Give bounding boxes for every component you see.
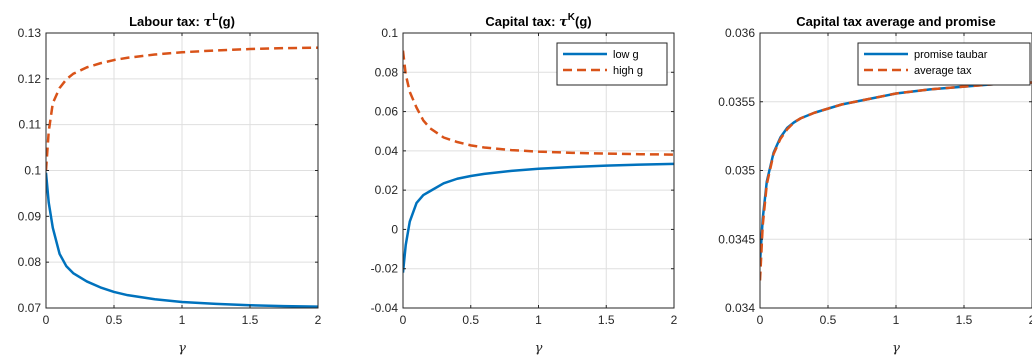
x-tick-label: 2 xyxy=(315,313,322,327)
y-tick-label: 0.035 xyxy=(725,164,755,178)
legend: promise taubar average tax xyxy=(857,42,1031,86)
x-tick-label: 2 xyxy=(1029,313,1032,327)
series-line-high-g xyxy=(46,46,318,171)
x-tick-label: 1 xyxy=(179,313,186,327)
legend: low g high g xyxy=(556,42,668,86)
y-tick-label: 0.1 xyxy=(24,164,41,178)
y-tick-label: 0.036 xyxy=(725,26,755,40)
x-axis-label: γ xyxy=(535,341,543,356)
y-tick-label: 0.1 xyxy=(381,26,398,40)
y-tick-label: 0.13 xyxy=(18,26,42,40)
y-tick-label: 0.11 xyxy=(19,118,42,132)
y-tick-label: 0.12 xyxy=(18,72,42,86)
y-tick-label: 0.09 xyxy=(18,209,42,223)
chart-title: Labour tax: τL(g) xyxy=(129,12,235,30)
chart-title: Capital tax: τK(g) xyxy=(485,12,591,30)
chart-panel-3: 0 0.5 1 1.5 2 0.034 0.0345 0.035 0.0355 0.036 γ Cap… xyxy=(718,14,1032,356)
x-tick-label: 2 xyxy=(671,313,678,327)
y-tick-label: 0.08 xyxy=(18,255,42,269)
y-tick-label: 0.0355 xyxy=(718,95,755,109)
y-tick-label: 0.02 xyxy=(375,183,399,197)
y-tick-label: 0 xyxy=(391,222,398,236)
series-line-high-g xyxy=(403,50,674,156)
x-tick-label: 1.5 xyxy=(956,313,973,327)
chart-panel-1: 0 0.5 1 1.5 2 0.07 0.08 0.09 0.1 0.11 0.12 0.13 γ Lab… xyxy=(18,12,322,356)
y-tick-label: -0.02 xyxy=(371,262,399,276)
x-tick-label: 1.5 xyxy=(242,313,259,327)
y-tick-label: -0.04 xyxy=(371,301,399,315)
y-tick-label: 0.0345 xyxy=(718,232,755,246)
x-tick-label: 0 xyxy=(757,313,764,327)
y-tick-label: 0.06 xyxy=(375,105,399,119)
legend-label: high g xyxy=(613,65,643,77)
chart-title: Capital tax average and promise xyxy=(796,14,995,29)
y-tick-label: 0.07 xyxy=(18,301,42,315)
y-tick-label: 0.034 xyxy=(725,301,755,315)
series-line-average-tax xyxy=(760,81,1032,281)
y-tick-label: 0.08 xyxy=(375,65,399,79)
legend-label: promise taubar xyxy=(914,49,988,61)
series-line-low-g xyxy=(403,162,674,273)
series-line-low-g xyxy=(46,172,318,308)
chart-panel-2: 0 0.5 1 1.5 2 -0.04 -0.02 0 0.02 0.04 0.06 0.08 0.1 γ… xyxy=(371,12,678,356)
legend-label: low g xyxy=(613,49,639,61)
x-tick-label: 0.5 xyxy=(820,313,837,327)
y-tick-label: 0.04 xyxy=(375,144,399,158)
x-tick-label: 0.5 xyxy=(462,313,479,327)
x-tick-label: 1.5 xyxy=(598,313,615,327)
x-tick-label: 0 xyxy=(400,313,407,327)
x-tick-label: 1 xyxy=(535,313,542,327)
legend-box xyxy=(556,42,668,86)
x-axis-label: γ xyxy=(178,341,186,356)
legend-box xyxy=(857,42,1031,86)
x-tick-label: 0 xyxy=(43,313,50,327)
legend-label: average tax xyxy=(914,65,972,77)
x-tick-label: 0.5 xyxy=(106,313,123,327)
x-axis-label: γ xyxy=(892,341,900,356)
x-tick-label: 1 xyxy=(893,313,900,327)
